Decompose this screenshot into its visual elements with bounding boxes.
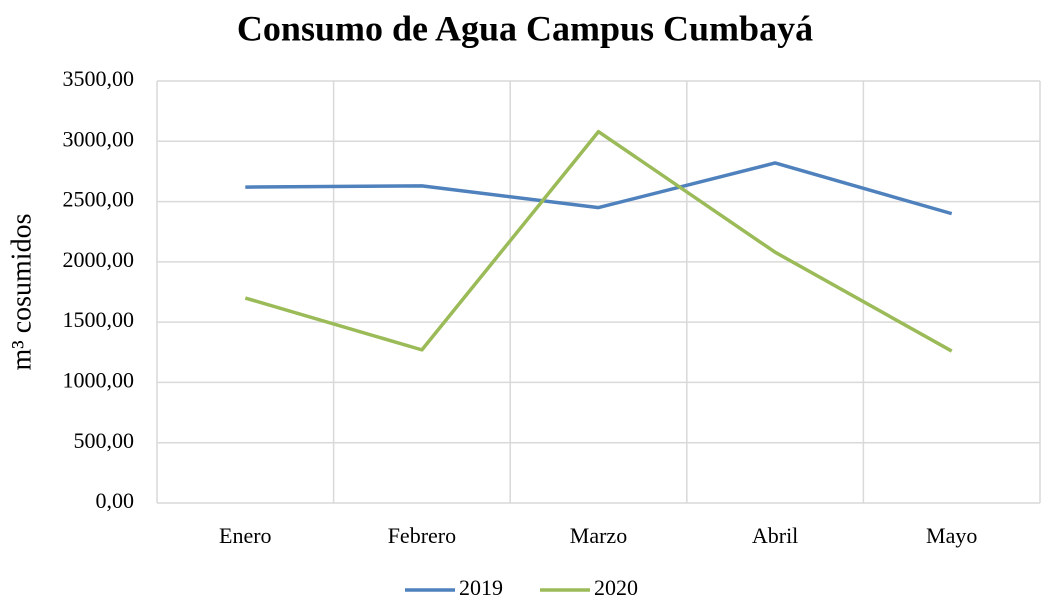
y-tick-label: 1500,00 (63, 307, 135, 332)
y-tick-label: 3500,00 (63, 66, 135, 91)
y-tick-label: 500,00 (74, 428, 135, 453)
series-line (244, 129, 953, 353)
y-tick-label: 3000,00 (63, 126, 135, 151)
x-tick-label: Mayo (926, 523, 977, 548)
y-tick-label: 2500,00 (63, 187, 135, 212)
x-tick-label: Abril (752, 523, 798, 548)
y-axis-label: m³ cosumidos (6, 214, 37, 371)
y-tick-label: 2000,00 (63, 247, 135, 272)
legend-label: 2020 (594, 575, 638, 600)
x-tick-label: Febrero (388, 523, 456, 548)
y-tick-label: 0,00 (96, 488, 135, 513)
x-tick-label: Enero (219, 523, 272, 548)
legend-label: 2019 (459, 575, 503, 600)
y-tick-label: 1000,00 (63, 367, 135, 392)
x-tick-label: Marzo (570, 523, 627, 548)
chart-title: Consumo de Agua Campus Cumbayá (237, 8, 813, 48)
series-line (245, 161, 953, 216)
